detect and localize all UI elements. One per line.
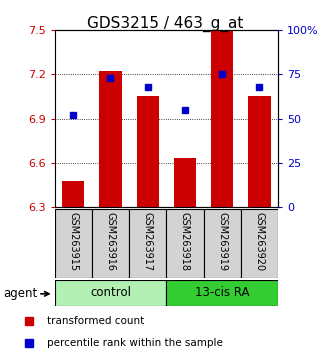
- Bar: [62, 181, 84, 207]
- Text: GDS3215 / 463_g_at: GDS3215 / 463_g_at: [87, 16, 244, 32]
- Text: control: control: [90, 286, 131, 299]
- Bar: [129, 209, 166, 278]
- Text: 13-cis RA: 13-cis RA: [195, 286, 250, 299]
- Bar: [92, 209, 129, 278]
- Bar: [136, 97, 159, 207]
- Bar: [166, 209, 204, 278]
- Bar: [174, 159, 196, 207]
- Bar: [211, 30, 233, 207]
- Bar: [248, 97, 270, 207]
- Text: GSM263916: GSM263916: [106, 212, 116, 271]
- Text: GSM263918: GSM263918: [180, 212, 190, 271]
- Text: transformed count: transformed count: [47, 316, 144, 326]
- Text: GSM263920: GSM263920: [255, 212, 264, 272]
- Bar: [55, 280, 166, 306]
- Text: GSM263915: GSM263915: [68, 212, 78, 272]
- Bar: [166, 280, 278, 306]
- Text: GSM263919: GSM263919: [217, 212, 227, 271]
- Text: GSM263917: GSM263917: [143, 212, 153, 272]
- Text: agent: agent: [3, 287, 37, 300]
- Text: percentile rank within the sample: percentile rank within the sample: [47, 338, 223, 348]
- Bar: [204, 209, 241, 278]
- Bar: [55, 209, 92, 278]
- Bar: [99, 72, 122, 207]
- Bar: [241, 209, 278, 278]
